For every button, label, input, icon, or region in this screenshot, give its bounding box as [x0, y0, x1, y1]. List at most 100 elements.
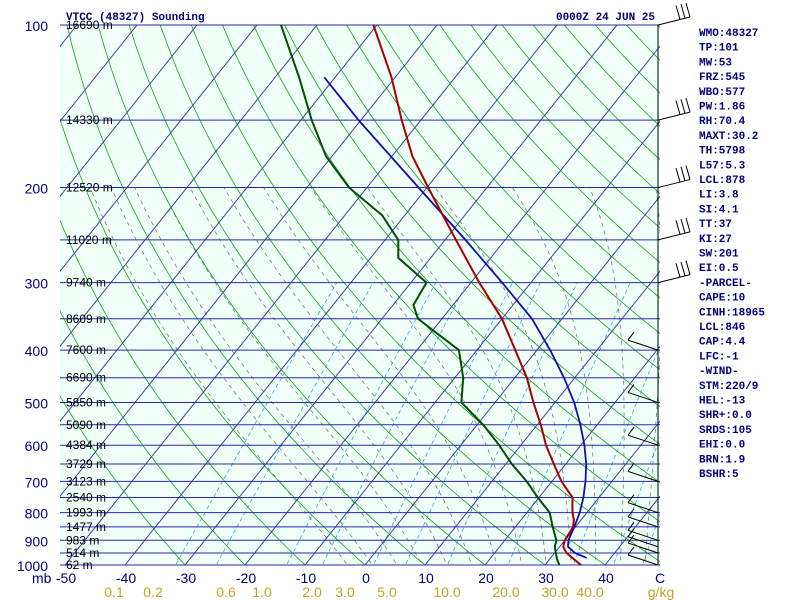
- index-item: BSHR:5: [699, 469, 739, 481]
- dry-adiabat--20: [60, 219, 306, 565]
- temperature-unit-label: C: [655, 570, 665, 586]
- mixing-ratio-label: 0.2: [143, 584, 163, 600]
- plot-area: [60, 25, 660, 565]
- index-item: LFC:-1: [699, 351, 739, 363]
- mixing-ratio-label: 40.0: [576, 584, 603, 600]
- isotherm-60: [785, 25, 800, 565]
- height-label: 5090 m: [66, 418, 106, 432]
- isotherm--40: [184, 25, 618, 565]
- index-item: MAXT:30.2: [699, 131, 758, 143]
- pressure-tick-label: 700: [25, 474, 49, 490]
- pressure-tick-label: 400: [25, 343, 49, 359]
- index-item: CAPE:10: [699, 293, 745, 305]
- dry-adiabat--30: [60, 310, 246, 565]
- height-label: 16690 m: [66, 18, 113, 32]
- dry-adiabat-80: [315, 25, 660, 408]
- dry-adiabat-110: [408, 25, 660, 299]
- isobars: [60, 24, 660, 566]
- temperature-tick-label: 10: [418, 570, 434, 586]
- isotherm--120: [60, 25, 138, 123]
- index-item: CAP:4.4: [699, 337, 746, 349]
- mixing-ratio-line: [321, 282, 468, 565]
- index-item: LCL:846: [699, 322, 745, 334]
- moist-adiabat-30: [512, 187, 597, 565]
- height-label: 12520 m: [66, 181, 113, 195]
- isotherm--50: [124, 25, 558, 565]
- wind-barb: [627, 521, 659, 541]
- index-item: KI:27: [699, 234, 732, 246]
- isotherm--110: [60, 25, 198, 198]
- height-label: 2540 m: [66, 491, 106, 505]
- temperature-tick-label: 40: [598, 570, 614, 586]
- isotherm--20: [304, 120, 660, 565]
- mixing-ratio-label: 30.0: [541, 584, 568, 600]
- moist-adiabat-2: [160, 187, 423, 565]
- index-item: CINH:18965: [699, 307, 765, 319]
- isotherm-0: [424, 270, 660, 565]
- height-label: 1993 m: [66, 506, 106, 520]
- dry-adiabat-100: [377, 25, 660, 334]
- dry-adiabat-20: [128, 25, 546, 565]
- wind-barb: [657, 165, 691, 189]
- mixing-ratio-label: 0.6: [216, 584, 236, 600]
- moist-adiabat-22: [367, 187, 547, 565]
- mixing-ratio-line: [286, 282, 437, 565]
- isotherm--10: [364, 195, 660, 565]
- stability-indices: WMO:48327 TP:101 MW:53 FRZ:545 WBO:577 PW:1.8…: [699, 28, 765, 481]
- wind-barb: [627, 331, 659, 351]
- index-item: L57:5.3: [699, 160, 746, 172]
- pressure-tick-label: 1000: [17, 558, 48, 574]
- height-label: 983 m: [66, 533, 99, 547]
- dry-adiabat-90: [346, 25, 660, 371]
- temperature-trace: [372, 25, 582, 565]
- sounding-profiles: [280, 25, 588, 565]
- temperature-tick-label: 0: [362, 570, 370, 586]
- wind-barb: [627, 528, 659, 548]
- mixing-ratio-label: 2.0: [302, 584, 322, 600]
- isotherm--60: [64, 25, 498, 565]
- index-item: TH:5798: [699, 146, 746, 158]
- pressure-tick-label: 200: [25, 181, 49, 197]
- index-item: RH:70.4: [699, 116, 746, 128]
- mixing-ratio-label: 3.0: [335, 584, 355, 600]
- dry-adiabat-10: [97, 25, 486, 565]
- index-item: MW:53: [699, 57, 732, 69]
- temperature-tick-label: -50: [56, 570, 76, 586]
- isotherm--80: [60, 25, 378, 423]
- index-item: HEL:-13: [699, 396, 746, 408]
- isotherm--70: [60, 25, 438, 498]
- index-item: WMO:48327: [699, 28, 758, 40]
- moist-adiabat--6: [110, 187, 373, 565]
- isotherm--100: [60, 25, 258, 273]
- index-item: PW:1.86: [699, 102, 745, 114]
- wind-barb: [627, 384, 659, 403]
- mixing-ratio-line: [373, 282, 513, 565]
- mixing-ratio-unit-label: g/kg: [648, 584, 674, 600]
- mixing-ratio-label: 0.1: [104, 584, 124, 600]
- pressure-unit-label: mb: [32, 570, 52, 586]
- isotherm--90: [60, 25, 318, 348]
- dry-adiabat-50: [222, 25, 660, 523]
- dry-adiabat--10: [60, 117, 366, 565]
- wind-barb: [657, 2, 691, 26]
- wind-barb: [627, 534, 659, 554]
- index-item: SRDS:105: [699, 425, 752, 437]
- wind-barb: [627, 508, 659, 528]
- wind-barb: [657, 97, 691, 121]
- index-item: TP:101: [699, 43, 739, 55]
- temperature-tick-label: 20: [478, 570, 494, 586]
- temperature-tick-label: -30: [176, 570, 196, 586]
- wind-barb: [627, 463, 659, 482]
- moist-adiabat-18: [310, 187, 523, 565]
- mixing-ratio-line: [404, 282, 541, 565]
- index-item: WBO:577: [699, 87, 745, 99]
- moist-adiabat-10: [223, 187, 473, 565]
- temperature-tick-label: -10: [296, 570, 316, 586]
- wind-barb: [657, 260, 691, 284]
- temperature-tick-label: -20: [236, 570, 256, 586]
- index-item: -WIND-: [699, 366, 739, 378]
- isotherm-20: [544, 420, 660, 565]
- index-item: TT:37: [699, 219, 732, 231]
